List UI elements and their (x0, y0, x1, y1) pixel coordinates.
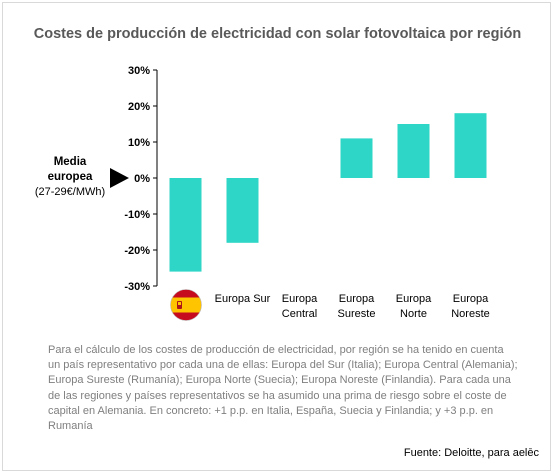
methodology-note: Para el cálculo de los costes de producc… (48, 344, 518, 433)
bar-5 (397, 124, 430, 178)
category-label: Europa (282, 293, 318, 305)
european-average-label: Media europea (27-29€/MWh) (22, 155, 118, 200)
category-label: Europa (453, 293, 489, 305)
chart-frame (2, 2, 551, 471)
source-note: Fuente: Deloitte, para aelēc (403, 447, 539, 459)
category-label: Europa (396, 293, 432, 305)
chart-title: Costes de producción de electricidad con… (33, 26, 522, 42)
category-label: Noreste (451, 308, 490, 320)
bar-2 (226, 178, 259, 243)
category-label: Europa (339, 293, 375, 305)
side-label-line3: (27-29€/MWh) (34, 186, 106, 198)
category-label: Norte (400, 308, 427, 320)
category-label: Europa Sur (215, 293, 271, 305)
category-label: Central (282, 308, 317, 320)
arrow-right-icon (110, 168, 129, 188)
y-tick-label: 0% (134, 173, 150, 185)
y-tick-label: 20% (128, 101, 150, 113)
bar-6 (454, 113, 487, 178)
side-label-line2: europea (47, 171, 93, 183)
y-tick-label: -20% (124, 245, 150, 257)
spain-flag-icon (170, 289, 202, 321)
bar-4 (340, 138, 373, 178)
category-label: Sureste (338, 308, 376, 320)
y-tick-label: 30% (128, 65, 150, 77)
y-tick-label: 10% (128, 137, 150, 149)
side-label-line1: Media (53, 156, 87, 168)
y-tick-label: -30% (124, 281, 150, 293)
y-tick-label: -10% (124, 209, 150, 221)
bar-1 (169, 178, 202, 272)
